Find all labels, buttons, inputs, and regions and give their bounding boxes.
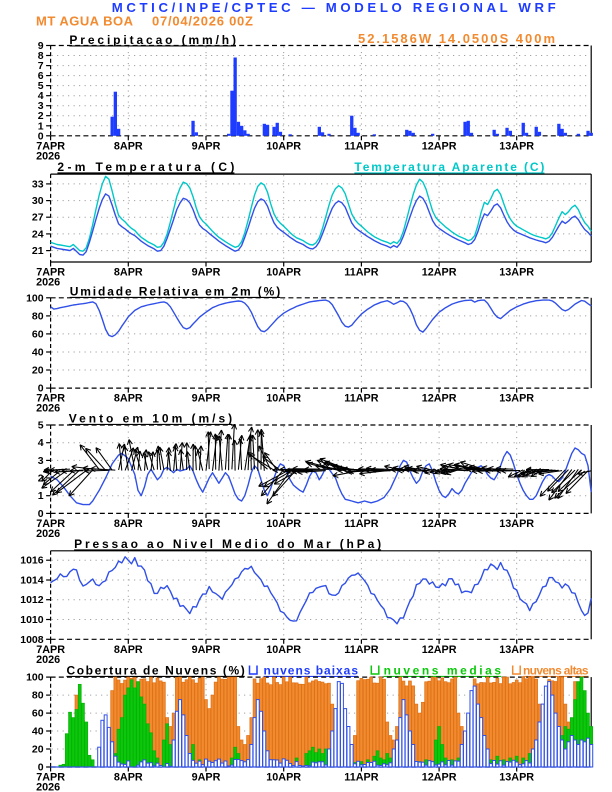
svg-text:7APR: 7APR	[36, 267, 65, 279]
svg-text:7APR: 7APR	[36, 140, 65, 152]
svg-text:nuvens medias: nuvens medias	[384, 664, 502, 678]
svg-text:10APR: 10APR	[266, 393, 301, 405]
svg-text:1012: 1012	[20, 594, 44, 606]
svg-text:9APR: 9APR	[192, 644, 221, 656]
svg-text:0: 0	[38, 130, 44, 142]
svg-text:1008: 1008	[20, 634, 44, 646]
svg-text:60: 60	[32, 328, 44, 340]
svg-text:12APR: 12APR	[422, 772, 457, 784]
svg-text:2026: 2026	[36, 403, 60, 415]
svg-text:24: 24	[32, 228, 44, 240]
svg-text:3: 3	[38, 455, 44, 467]
svg-text:20: 20	[32, 744, 44, 756]
svg-text:2026: 2026	[36, 277, 60, 289]
svg-text:60: 60	[32, 708, 44, 720]
svg-text:11APR: 11APR	[344, 518, 378, 530]
svg-text:8APR: 8APR	[114, 518, 143, 530]
svg-text:4: 4	[38, 437, 44, 449]
svg-text:12APR: 12APR	[422, 393, 457, 405]
svg-text:7: 7	[38, 60, 44, 72]
svg-text:0: 0	[38, 762, 44, 774]
svg-text:9APR: 9APR	[192, 393, 221, 405]
svg-text:2: 2	[38, 110, 44, 122]
svg-text:1016: 1016	[20, 555, 44, 567]
svg-text:13APR: 13APR	[499, 644, 534, 656]
svg-text:52.1586W 14.0500S 400m: 52.1586W 14.0500S 400m	[358, 31, 555, 46]
svg-text:80: 80	[32, 690, 44, 702]
svg-text:10APR: 10APR	[266, 644, 301, 656]
svg-text:11APR: 11APR	[344, 393, 378, 405]
svg-text:0: 0	[38, 508, 44, 520]
svg-text:1: 1	[38, 120, 44, 132]
svg-text:40: 40	[32, 347, 44, 359]
svg-text:100: 100	[26, 672, 44, 684]
svg-text:11APR: 11APR	[344, 140, 378, 152]
svg-text:9APR: 9APR	[192, 267, 221, 279]
svg-text:2-m Temperatura (C): 2-m Temperatura (C)	[57, 160, 234, 174]
svg-text:9: 9	[38, 40, 44, 52]
svg-text:1: 1	[38, 490, 44, 502]
svg-text:40: 40	[32, 726, 44, 738]
svg-text:8APR: 8APR	[114, 772, 143, 784]
svg-text:2026: 2026	[36, 528, 60, 540]
svg-text:13APR: 13APR	[499, 393, 534, 405]
svg-text:100: 100	[26, 292, 44, 304]
svg-text:80: 80	[32, 310, 44, 322]
svg-text:13APR: 13APR	[499, 140, 534, 152]
svg-text:10APR: 10APR	[266, 772, 301, 784]
svg-text:8APR: 8APR	[114, 140, 143, 152]
svg-text:10APR: 10APR	[266, 140, 301, 152]
svg-text:13APR: 13APR	[499, 267, 534, 279]
svg-text:11APR: 11APR	[344, 644, 378, 656]
svg-text:9APR: 9APR	[192, 518, 221, 530]
svg-text:7APR: 7APR	[36, 393, 65, 405]
svg-text:12APR: 12APR	[422, 644, 457, 656]
svg-text:Pressao ao Nivel Medio do Mar: Pressao ao Nivel Medio do Mar (hPa)	[74, 537, 381, 551]
svg-text:1010: 1010	[20, 614, 44, 626]
svg-text:Umidade Relativa em 2m (%): Umidade Relativa em 2m (%)	[70, 285, 281, 299]
svg-text:12APR: 12APR	[422, 267, 457, 279]
svg-text:MT AGUA BOA: MT AGUA BOA	[36, 14, 134, 29]
svg-text:7APR: 7APR	[36, 644, 65, 656]
svg-text:6: 6	[38, 70, 44, 82]
svg-text:13APR: 13APR	[499, 772, 534, 784]
svg-text:1014: 1014	[20, 575, 44, 587]
svg-text:0: 0	[38, 383, 44, 395]
svg-text:8APR: 8APR	[114, 267, 143, 279]
svg-text:30: 30	[32, 195, 44, 207]
svg-text:11APR: 11APR	[344, 267, 378, 279]
svg-text:07/04/2026 00Z: 07/04/2026 00Z	[152, 14, 253, 29]
svg-text:13APR: 13APR	[499, 518, 534, 530]
svg-text:Cobertura de Nuvens (%): Cobertura de Nuvens (%)	[67, 664, 245, 678]
svg-text:12APR: 12APR	[422, 518, 457, 530]
svg-text:7APR: 7APR	[36, 518, 65, 530]
svg-text:10APR: 10APR	[266, 267, 301, 279]
svg-text:11APR: 11APR	[344, 772, 378, 784]
svg-text:4: 4	[38, 90, 44, 102]
svg-text:nuvens baixas: nuvens baixas	[264, 664, 359, 678]
svg-text:8: 8	[38, 50, 44, 62]
svg-text:8APR: 8APR	[114, 393, 143, 405]
svg-text:Temperatura Aparente (C): Temperatura Aparente (C)	[354, 160, 544, 174]
svg-text:2026: 2026	[36, 782, 60, 792]
svg-text:20: 20	[32, 365, 44, 377]
svg-text:2026: 2026	[36, 150, 60, 162]
svg-text:5: 5	[38, 80, 44, 92]
svg-text:9APR: 9APR	[192, 772, 221, 784]
svg-text:3: 3	[38, 100, 44, 112]
svg-text:10APR: 10APR	[266, 518, 301, 530]
svg-text:27: 27	[32, 212, 44, 224]
svg-text:2: 2	[38, 473, 44, 485]
svg-text:12APR: 12APR	[422, 140, 457, 152]
svg-text:nuvens altas: nuvens altas	[523, 664, 589, 678]
svg-text:21: 21	[32, 245, 44, 257]
svg-text:9APR: 9APR	[192, 140, 221, 152]
svg-text:33: 33	[32, 178, 44, 190]
svg-text:7APR: 7APR	[36, 772, 65, 784]
svg-text:5: 5	[38, 420, 44, 432]
svg-text:2026: 2026	[36, 654, 60, 666]
svg-text:8APR: 8APR	[114, 644, 143, 656]
